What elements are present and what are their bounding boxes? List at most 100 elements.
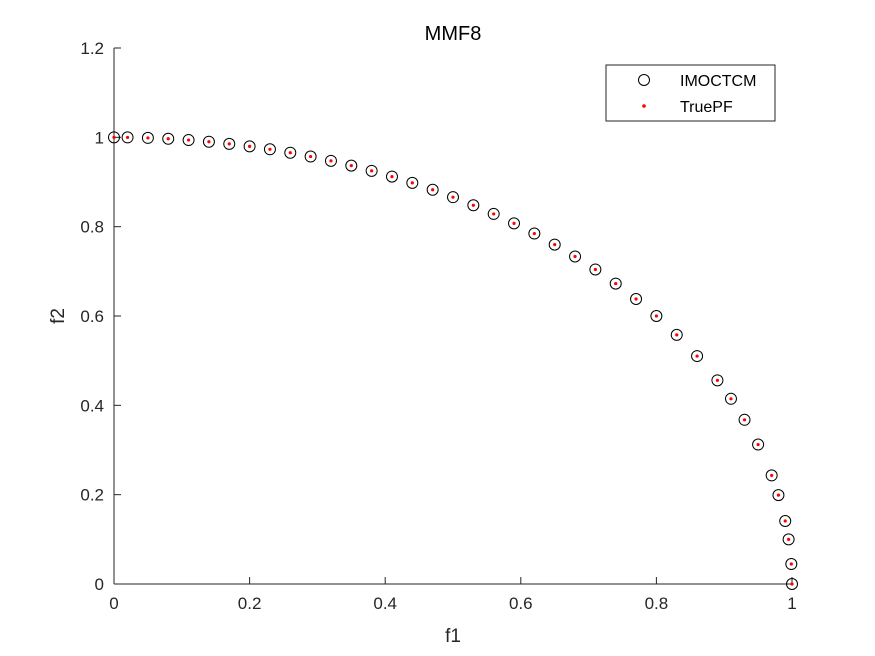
imoctcm-point xyxy=(786,578,798,590)
x-tick-label: 0.6 xyxy=(509,594,533,613)
truepf-point xyxy=(146,136,150,140)
imoctcm-point xyxy=(121,131,134,144)
truepf-point xyxy=(309,154,313,159)
imoctcm-point xyxy=(650,310,663,322)
imoctcm-point xyxy=(782,533,795,546)
imoctcm-point xyxy=(630,293,643,306)
series-truepf xyxy=(112,135,794,586)
x-tick-label: 0.8 xyxy=(645,594,669,613)
truepf-point xyxy=(471,203,475,207)
imoctcm-point xyxy=(691,350,704,363)
data-series xyxy=(108,131,798,590)
truepf-point xyxy=(634,297,638,301)
y-tick-label: 0.4 xyxy=(80,396,104,415)
imoctcm-point xyxy=(162,132,175,145)
truepf-point xyxy=(125,135,130,140)
truepf-point xyxy=(390,174,394,179)
y-tick-label: 0 xyxy=(95,575,104,594)
truepf-point xyxy=(431,188,435,192)
truepf-point xyxy=(553,242,557,247)
truepf-point xyxy=(248,144,252,148)
truepf-point xyxy=(789,562,793,566)
imoctcm-point xyxy=(108,131,120,144)
imoctcm-point xyxy=(724,392,737,405)
series-imoctcm xyxy=(108,131,798,590)
truepf-point xyxy=(329,159,333,163)
legend-label-imoctcm: IMOCTCM xyxy=(680,73,756,90)
legend-marker-imoctcm xyxy=(638,74,650,86)
imoctcm-point xyxy=(785,558,798,571)
truepf-point xyxy=(288,151,292,155)
truepf-point xyxy=(227,142,231,146)
imoctcm-point xyxy=(508,217,521,230)
legend-label-truepf: TruePF xyxy=(680,99,733,116)
imoctcm-point xyxy=(711,374,724,387)
truepf-point xyxy=(783,519,787,523)
imoctcm-point xyxy=(569,250,582,263)
truepf-point xyxy=(512,221,516,225)
imoctcm-point xyxy=(609,277,622,290)
legend: IMOCTCM TruePF xyxy=(605,64,776,122)
truepf-point xyxy=(787,537,791,541)
truepf-point xyxy=(593,267,597,272)
truepf-point xyxy=(451,195,455,199)
x-axis-label: f1 xyxy=(445,626,461,647)
truepf-point xyxy=(532,231,536,236)
y-tick-label: 1 xyxy=(95,128,104,147)
truepf-point xyxy=(729,397,733,401)
truepf-point xyxy=(268,147,272,151)
truepf-point xyxy=(370,169,374,173)
imoctcm-point xyxy=(467,199,480,212)
imoctcm-point xyxy=(738,413,751,426)
truepf-point xyxy=(186,138,191,142)
legend-box xyxy=(605,64,776,122)
truepf-point xyxy=(770,473,774,478)
imoctcm-point xyxy=(243,140,256,153)
y-tick-label: 0.6 xyxy=(80,307,104,326)
x-tick-label: 0.2 xyxy=(238,594,262,613)
truepf-point xyxy=(756,442,760,447)
truepf-point xyxy=(207,140,211,144)
y-axis-label: f2 xyxy=(48,308,69,324)
imoctcm-point xyxy=(345,159,358,172)
y-tick-label: 0.8 xyxy=(80,218,104,237)
imoctcm-point xyxy=(202,135,215,148)
truepf-point xyxy=(715,378,720,382)
truepf-point xyxy=(349,164,353,168)
imoctcm-point xyxy=(284,146,297,159)
imoctcm-point xyxy=(406,176,419,189)
imoctcm-point xyxy=(304,150,317,163)
truepf-point xyxy=(166,137,170,141)
imoctcm-point xyxy=(365,164,378,177)
y-tick-label: 0.2 xyxy=(80,486,104,505)
imoctcm-point xyxy=(447,191,459,204)
imoctcm-point xyxy=(385,170,398,183)
truepf-point xyxy=(492,212,496,216)
imoctcm-point xyxy=(548,238,561,251)
truepf-point xyxy=(695,354,699,358)
x-tick-label: 1 xyxy=(787,594,796,613)
legend-marker-truepf xyxy=(642,104,646,108)
truepf-point xyxy=(776,493,781,497)
axes xyxy=(113,48,792,585)
imoctcm-point xyxy=(772,489,785,502)
y-tick-label: 1.2 xyxy=(80,39,104,58)
imoctcm-point xyxy=(223,137,236,150)
imoctcm-point xyxy=(426,183,439,196)
imoctcm-point xyxy=(765,469,778,482)
imoctcm-point xyxy=(752,438,765,451)
truepf-point xyxy=(410,181,414,185)
imoctcm-point xyxy=(528,227,541,240)
x-tick-label: 0 xyxy=(109,594,118,613)
truepf-point xyxy=(654,314,659,318)
x-tick-label: 0.4 xyxy=(373,594,397,613)
truepf-point xyxy=(675,333,679,337)
imoctcm-point xyxy=(589,263,602,276)
imoctcm-point xyxy=(263,143,276,156)
imoctcm-point xyxy=(670,328,683,341)
imoctcm-point xyxy=(141,131,154,144)
imoctcm-point xyxy=(324,154,337,167)
truepf-point xyxy=(790,582,794,586)
